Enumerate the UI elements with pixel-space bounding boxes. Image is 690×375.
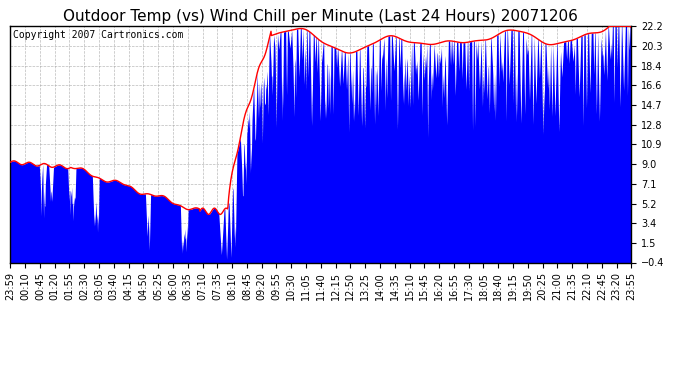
Title: Outdoor Temp (vs) Wind Chill per Minute (Last 24 Hours) 20071206: Outdoor Temp (vs) Wind Chill per Minute … (63, 9, 578, 24)
Text: Copyright 2007 Cartronics.com: Copyright 2007 Cartronics.com (14, 30, 184, 40)
